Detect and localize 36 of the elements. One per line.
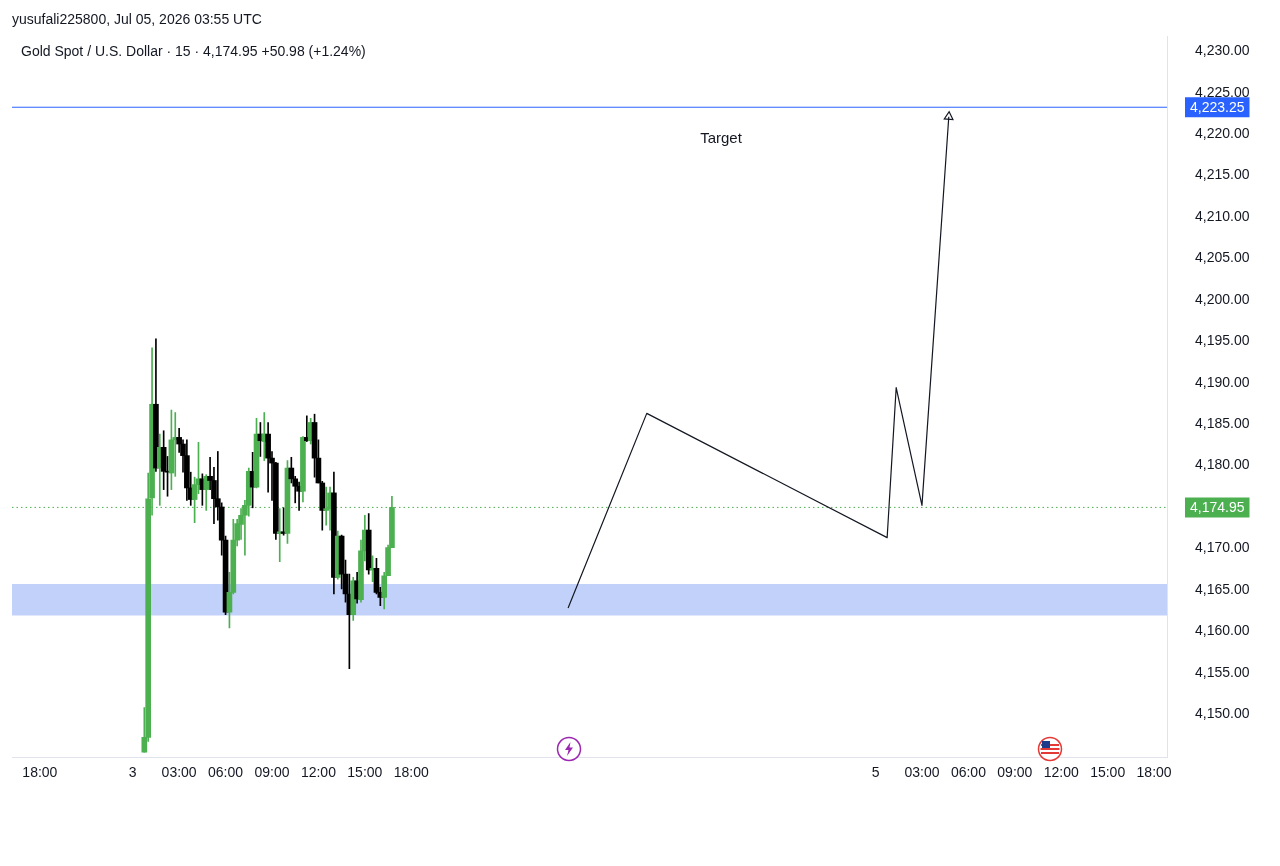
y-tick-label: 4,160.00 (1195, 622, 1250, 639)
y-tick-label: 4,165.00 (1195, 580, 1250, 597)
x-tick-label: 03:00 (904, 764, 940, 781)
y-tick-label: 4,210.00 (1195, 207, 1250, 224)
x-tick-label: 18:00 (393, 764, 429, 781)
y-tick-label: 4,220.00 (1195, 125, 1250, 142)
y-tick-label: 4,190.00 (1195, 373, 1250, 390)
y-tick-label: 4,205.00 (1195, 249, 1250, 266)
y-tick-label: 4,225.00 (1195, 83, 1250, 100)
x-tick-label: 15:00 (347, 764, 383, 781)
text: yusufali225800, Jul 05, 2026 03:55 UTC (12, 10, 262, 27)
y-tick-label: 4,185.00 (1195, 415, 1250, 431)
y-tick-label: 4,155.00 (1195, 663, 1250, 680)
x-tick-label: 18:00 (22, 764, 58, 781)
y-tick-label: 4,230.00 (1195, 42, 1250, 59)
ref-line-label: 4,174.95 (1190, 499, 1245, 516)
y-tick-label: 4,195.00 (1195, 332, 1250, 349)
x-tick-label: 09:00 (997, 764, 1033, 781)
annotation: Target (700, 129, 743, 147)
x-tick-label: 06:00 (950, 764, 987, 781)
x-tick-label: 18:00 (1136, 764, 1172, 781)
x-tick-label: 5 (871, 764, 880, 781)
x-tick-label: 12:00 (1043, 764, 1079, 781)
x-tick-label: 3 (128, 764, 137, 781)
y-tick-label: 4,170.00 (1195, 539, 1250, 556)
ref-line-label: 4,223.25 (1190, 99, 1245, 116)
x-tick-label: 06:00 (208, 764, 244, 781)
x-tick-label: 15:00 (1090, 764, 1126, 781)
text: Gold Spot / U.S. Dollar · 15 · 4,174.95 +50.98 (+1.24%) (21, 42, 366, 59)
x-tick-label: 03:00 (161, 764, 197, 781)
x-tick-label: 12:00 (300, 764, 337, 781)
y-tick-label: 4,215.00 (1195, 166, 1250, 183)
y-tick-label: 4,180.00 (1195, 456, 1250, 473)
y-tick-label: 4,200.00 (1195, 290, 1250, 307)
x-tick-label: 09:00 (254, 764, 290, 781)
y-tick-label: 4,150.00 (1195, 704, 1250, 721)
